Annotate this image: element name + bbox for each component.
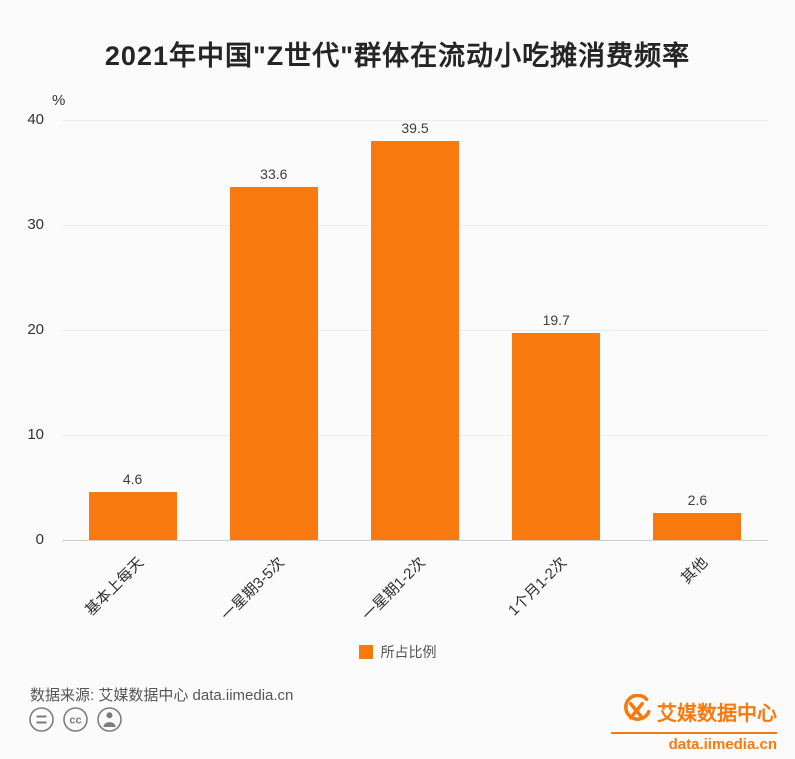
bar-slot: 4.6 基本上每天: [62, 120, 203, 619]
x-axis-label: 一星期3-5次: [218, 554, 288, 624]
bar-value-label: 39.5: [401, 120, 429, 136]
y-tick-label: 0: [35, 531, 44, 548]
bar-value-label: 33.6: [260, 166, 288, 183]
bar: [512, 333, 601, 540]
plot-area: 4.6 基本上每天 33.6 一星期3-5次 39.5 一星期1-2次 19.7 1个月1-2…: [62, 120, 768, 624]
bar-slot: 39.5 一星期1-2次: [344, 120, 485, 624]
person-circle-icon[interactable]: [96, 706, 123, 733]
bar-value-label: 4.6: [122, 470, 143, 487]
gridline: [62, 120, 768, 121]
iimedia-logo-icon: [620, 693, 652, 729]
bar-slot: 2.6 其他: [627, 120, 768, 587]
x-axis-line: [62, 540, 768, 541]
brand-url[interactable]: data.iimedia.cn: [668, 736, 777, 753]
brand-name: 艾媒数据中心: [657, 703, 777, 725]
brand-divider: [611, 732, 777, 734]
branding-block: 艾媒数据中心 data.iimedia.cn: [611, 693, 777, 753]
chart-title: 2021年中国"Z世代"群体在流动小吃摊消费频率: [104, 41, 691, 71]
y-axis-unit-label: %: [52, 92, 66, 109]
x-axis-label: 一星期1-2次: [359, 554, 430, 624]
legend-swatch: [358, 645, 373, 659]
x-axis-label: 基本上每天: [81, 554, 147, 620]
legend: 所占比例: [0, 642, 795, 662]
y-tick-label: 40: [27, 111, 44, 128]
data-source-text: 数据来源: 艾媒数据中心 data.iimedia.cn: [30, 687, 294, 704]
bar-value-label: 19.7: [542, 312, 570, 329]
x-axis-label: 其他: [678, 554, 712, 588]
bar: [653, 512, 742, 540]
bar: [88, 491, 177, 540]
equals-circle-icon[interactable]: [28, 706, 55, 733]
y-tick-label: 10: [27, 426, 44, 443]
bars: 4.6 基本上每天 33.6 一星期3-5次 39.5 一星期1-2次 19.7 1个月1-2…: [62, 120, 768, 624]
y-tick-label: 30: [27, 216, 44, 233]
bar: [371, 141, 459, 540]
bar-value-label: 2.6: [687, 491, 708, 508]
license-icons: cc: [28, 706, 123, 733]
bar-slot: 19.7 1个月1-2次: [486, 120, 627, 619]
bar-slot: 33.6 一星期3-5次: [203, 120, 344, 624]
svg-text:cc: cc: [69, 715, 81, 727]
bar: [229, 187, 318, 540]
y-axis: 0 10 20 30 40: [14, 111, 54, 548]
cc-circle-icon[interactable]: cc: [62, 706, 89, 733]
y-tick-label: 20: [27, 321, 44, 338]
x-axis-label: 1个月1-2次: [505, 554, 571, 620]
legend-label: 所占比例: [380, 644, 437, 660]
